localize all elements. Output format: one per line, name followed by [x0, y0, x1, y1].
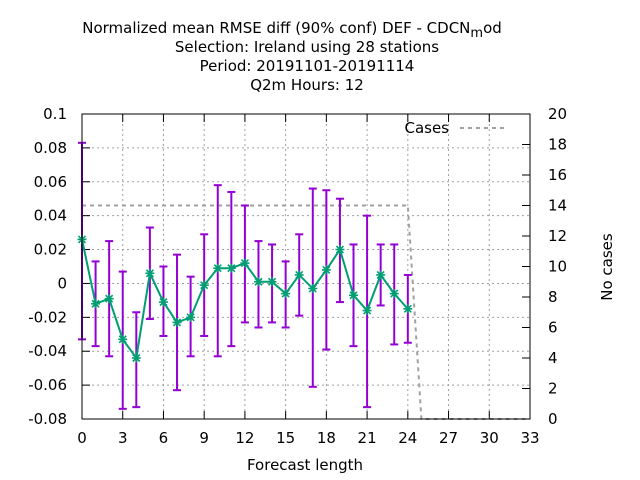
- chart-title-line-2: Selection: Ireland using 28 stations: [175, 38, 439, 56]
- x-axis-label: Forecast length: [247, 456, 363, 474]
- data-point: [131, 353, 141, 363]
- y2-tick-label: 18: [548, 136, 567, 154]
- y-tick-label: -0.04: [28, 342, 67, 360]
- data-point: [362, 306, 372, 316]
- grid: [82, 114, 530, 419]
- chart-title-line-4: Q2m Hours: 12: [250, 76, 364, 94]
- y-tick-label: 0.02: [34, 241, 67, 259]
- error-bars: [78, 141, 412, 410]
- data-point: [321, 265, 331, 275]
- chart-title-line-1: Normalized mean RMSE diff (90% conf) DEF…: [82, 19, 502, 41]
- x-tick-label: 21: [358, 429, 377, 447]
- chart-title-subscript: m: [470, 26, 483, 41]
- y-tick-label: -0.06: [28, 376, 67, 394]
- plot-frame: [81, 113, 531, 420]
- y2-axis-label: No cases: [598, 233, 616, 301]
- data-point: [308, 284, 318, 294]
- x-tick-label: 3: [118, 429, 128, 447]
- data-point: [145, 268, 155, 278]
- y2-tick-label: 12: [548, 227, 567, 245]
- data-point: [281, 289, 291, 299]
- data-point: [253, 277, 263, 287]
- y2-tick-label: 14: [548, 197, 567, 215]
- data-point: [199, 280, 209, 290]
- data-point: [389, 289, 399, 299]
- y-tick-label: 0.08: [34, 139, 67, 157]
- y2-tick-label: 8: [548, 288, 558, 306]
- chart-title-tail: od: [483, 19, 502, 37]
- y-tick-label: 0.1: [43, 105, 67, 123]
- y2-tick-label: 6: [548, 319, 558, 337]
- data-point: [294, 270, 304, 280]
- data-point: [172, 317, 182, 327]
- y-tick-label: 0.04: [34, 207, 67, 225]
- x-tick-label: 9: [199, 429, 209, 447]
- data-point: [104, 294, 114, 304]
- x-tick-label: 24: [398, 429, 417, 447]
- x-tick-label: 6: [159, 429, 169, 447]
- x-tick-label: 30: [480, 429, 499, 447]
- data-point: [335, 245, 345, 255]
- series-layer: [77, 234, 413, 363]
- legend: Cases: [404, 119, 506, 137]
- data-point: [267, 277, 277, 287]
- chart-title-line-3: Period: 20191101-20191114: [200, 57, 415, 75]
- y-tick-label: 0: [57, 274, 67, 292]
- x-tick-label: 15: [276, 429, 295, 447]
- y2-tick-label: 20: [548, 105, 567, 123]
- legend-label-cases: Cases: [404, 119, 449, 137]
- y2-tick-label: 16: [548, 166, 567, 184]
- data-point: [349, 290, 359, 300]
- y-tick-label: 0.06: [34, 173, 67, 191]
- axis-ticks: 0 3 6 9 12 15 18 21 24 27 30 33-0.08-0.06-0.04-0.02…: [28, 105, 567, 447]
- x-tick-label: 0: [77, 429, 87, 447]
- data-point: [186, 312, 196, 322]
- y2-tick-label: 0: [548, 410, 558, 428]
- y2-tick-label: 2: [548, 380, 558, 398]
- x-tick-label: 33: [520, 429, 539, 447]
- data-point: [91, 299, 101, 309]
- data-point: [158, 297, 168, 307]
- chart-title: Normalized mean RMSE diff (90% conf) DEF…: [82, 19, 502, 94]
- y2-tick-label: 10: [548, 258, 567, 276]
- data-point: [213, 263, 223, 273]
- y-tick-label: -0.08: [28, 410, 67, 428]
- x-tick-label: 27: [439, 429, 458, 447]
- data-point: [226, 263, 236, 273]
- data-point: [118, 334, 128, 344]
- x-tick-label: 18: [317, 429, 336, 447]
- y-tick-label: -0.02: [28, 308, 67, 326]
- y2-tick-label: 4: [548, 349, 558, 367]
- data-point: [403, 304, 413, 314]
- x-tick-label: 12: [235, 429, 254, 447]
- data-point: [240, 258, 250, 268]
- data-point: [376, 270, 386, 280]
